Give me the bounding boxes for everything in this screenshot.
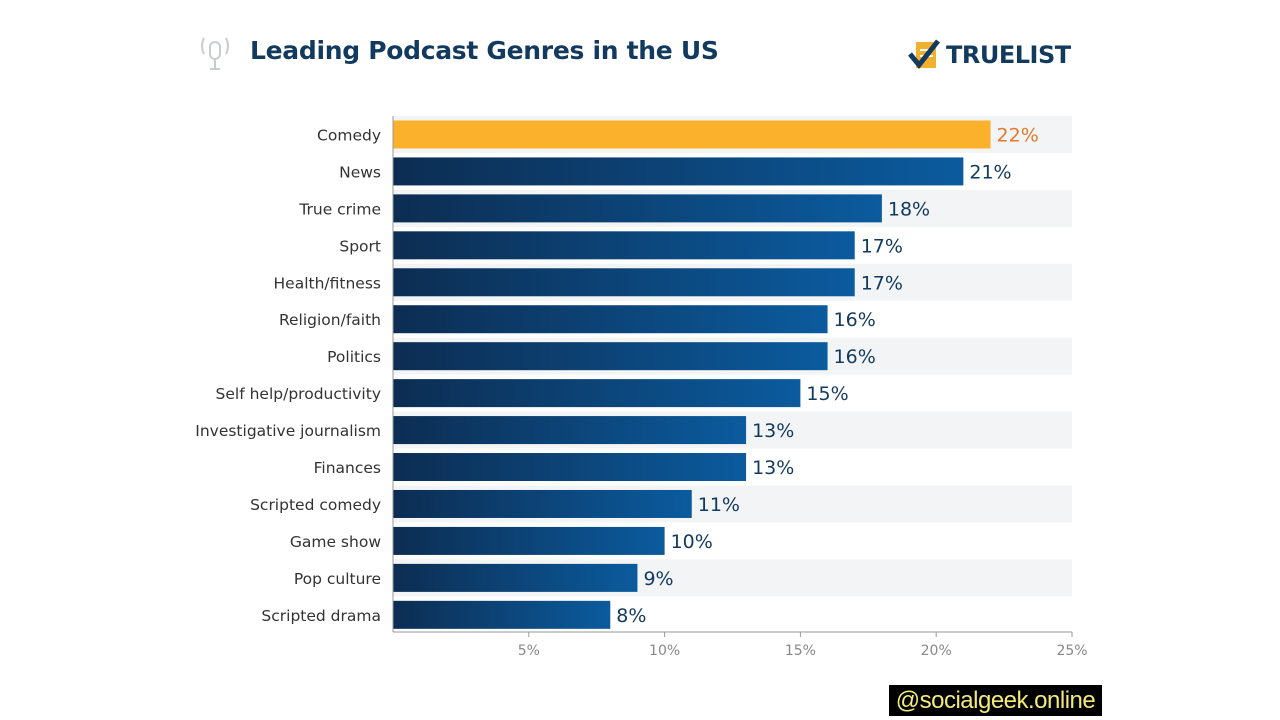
category-label: Finances <box>314 459 381 477</box>
data-label: 17% <box>861 272 903 294</box>
category-label: Scripted comedy <box>250 496 381 514</box>
data-label: 15% <box>806 383 848 405</box>
bar-0 <box>393 120 991 149</box>
x-tick-label: 15% <box>785 643 816 659</box>
data-label: 9% <box>643 568 673 590</box>
x-tick-label: 20% <box>921 643 952 659</box>
x-tick-label: 5% <box>518 643 540 659</box>
category-label: Religion/faith <box>279 311 381 329</box>
data-label: 17% <box>861 235 903 257</box>
category-label: Investigative journalism <box>195 422 381 440</box>
bar-2 <box>393 194 882 223</box>
data-label: 16% <box>834 309 876 331</box>
bar-7 <box>393 379 801 408</box>
data-label: 8% <box>616 605 646 627</box>
bar-10 <box>393 489 692 518</box>
bar-5 <box>393 305 828 334</box>
data-label: 18% <box>888 198 930 220</box>
category-label: Comedy <box>317 126 381 144</box>
bar-9 <box>393 453 747 482</box>
data-label: 16% <box>834 346 876 368</box>
category-label: Self help/productivity <box>216 385 381 403</box>
category-label: Politics <box>327 348 381 366</box>
bar-3 <box>393 231 855 260</box>
data-label: 22% <box>997 124 1039 146</box>
data-label: 13% <box>752 457 794 479</box>
category-label: True crime <box>298 200 381 218</box>
chart-title: Leading Podcast Genres in the US <box>250 36 719 65</box>
category-label: Sport <box>339 237 381 255</box>
data-label: 10% <box>671 531 713 553</box>
category-label: News <box>339 163 381 181</box>
bar-12 <box>393 563 638 592</box>
bar-4 <box>393 268 855 297</box>
x-tick-label: 10% <box>649 643 680 659</box>
category-label: Game show <box>290 533 381 551</box>
category-label: Health/fitness <box>274 274 381 292</box>
category-label: Scripted drama <box>261 607 381 625</box>
logo-text: TRUELIST <box>946 41 1071 69</box>
truelist-logo: TRUELIST <box>908 38 1071 72</box>
category-label: Pop culture <box>294 570 381 588</box>
microphone-icon <box>201 37 229 70</box>
data-label: 13% <box>752 420 794 442</box>
bar-13 <box>393 600 611 629</box>
bar-11 <box>393 526 665 555</box>
data-label: 11% <box>698 494 740 516</box>
bar-8 <box>393 416 747 445</box>
bar-6 <box>393 342 828 371</box>
x-tick-label: 25% <box>1056 643 1087 659</box>
data-label: 21% <box>969 161 1011 183</box>
watermark: @socialgeek.online <box>889 685 1102 716</box>
checklist-icon <box>908 39 940 69</box>
bar-1 <box>393 157 964 186</box>
